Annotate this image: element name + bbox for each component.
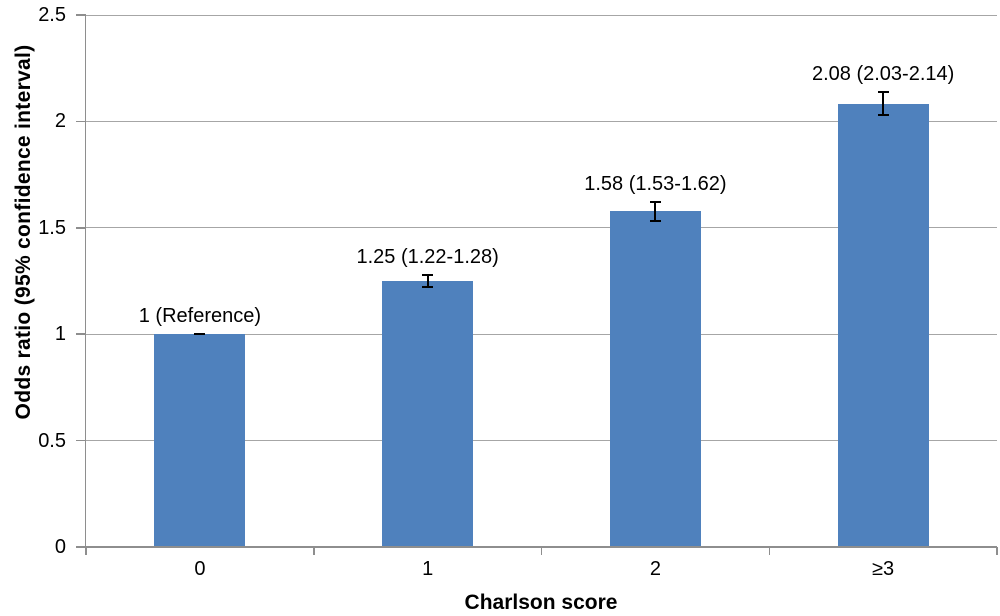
bar xyxy=(382,281,474,547)
error-bar-cap-top xyxy=(877,90,889,93)
y-tick-label: 2 xyxy=(54,110,66,133)
error-bar-line xyxy=(654,202,657,222)
bar-value-label: 2.08 (2.03-2.14) xyxy=(811,62,955,85)
error-bar-line xyxy=(882,91,885,115)
gridline xyxy=(86,14,997,16)
y-tick-label: 2.5 xyxy=(38,4,66,26)
error-bar-line xyxy=(426,274,429,288)
y-axis-tick xyxy=(76,439,86,442)
y-tick-label: 1.5 xyxy=(38,216,66,239)
x-axis-tick xyxy=(996,547,998,555)
bar xyxy=(837,104,929,547)
y-axis-tick xyxy=(76,333,86,335)
error-bar-cap-bottom xyxy=(877,114,889,117)
x-category-label: ≥3 xyxy=(872,558,895,580)
plot-area: 0 0.5 1 1.5 2 2.5 1 (Reference) 0 1.25 (1.22-1.2… xyxy=(38,4,998,580)
x-axis-title: Charlson score xyxy=(464,591,618,614)
gridline xyxy=(86,120,997,122)
x-axis-line xyxy=(84,546,997,548)
bar xyxy=(154,334,246,547)
x-axis-tick xyxy=(768,547,770,555)
y-axis-line xyxy=(84,15,86,548)
y-tick-label: 1 xyxy=(54,323,66,346)
bar-value-label: 1 (Reference) xyxy=(138,305,262,328)
x-category-label: 2 xyxy=(649,558,661,580)
x-axis-tick xyxy=(540,547,543,555)
error-bar-cap-bottom xyxy=(422,286,434,289)
gridline xyxy=(86,333,997,335)
y-axis-tick xyxy=(76,120,86,123)
y-axis-tick xyxy=(76,14,86,16)
bar xyxy=(609,210,701,547)
y-tick-label: 0.5 xyxy=(38,429,66,452)
x-axis-tick xyxy=(313,547,315,555)
x-category-label: 1 xyxy=(422,558,434,580)
y-axis-tick xyxy=(76,546,86,548)
x-category-label: 0 xyxy=(194,558,206,580)
error-bar-cap-top xyxy=(422,273,434,276)
y-tick-label: 0 xyxy=(54,536,66,558)
gridline xyxy=(86,440,997,442)
error-bar-cap-top xyxy=(649,201,661,204)
error-bar-cap-bottom xyxy=(194,333,206,336)
error-bar-cap-bottom xyxy=(649,220,661,223)
gridline xyxy=(86,227,997,229)
x-axis-tick xyxy=(85,547,87,555)
bar-value-label: 1.25 (1.22-1.28) xyxy=(356,245,499,268)
y-axis-tick xyxy=(76,227,86,229)
bar-value-label: 1.58 (1.53-1.62) xyxy=(584,173,727,196)
